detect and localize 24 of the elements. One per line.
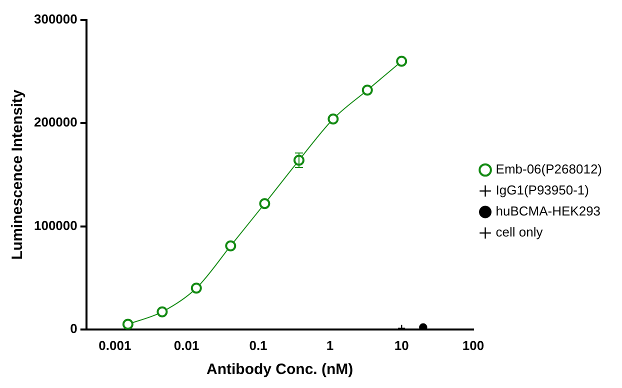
y-tick-label: 100000: [34, 218, 78, 233]
point: [122, 318, 134, 330]
point: [259, 198, 270, 210]
y-tick-label: 200000: [34, 114, 78, 130]
point: [225, 240, 236, 252]
x-tick-label: 0.001: [98, 338, 132, 353]
point: [362, 84, 373, 96]
point: [190, 282, 202, 294]
x-tick-label: 1: [326, 338, 334, 353]
point: [156, 306, 168, 318]
legend-label: huBCMA-HEK293: [496, 204, 601, 219]
y-tick-label: 300000: [34, 12, 78, 27]
x-tick-label: 10: [394, 338, 409, 353]
legend-label: cell only: [496, 224, 544, 240]
x-tick-label: 100: [462, 338, 484, 353]
x-tick-label: 0.01: [174, 338, 200, 353]
point: [328, 114, 339, 125]
x-axis-title: Antibody Conc. (nM): [206, 361, 354, 378]
y-tick-label: 0: [70, 320, 78, 336]
point: [396, 56, 408, 67]
legend-label: IgG1(P93950-1): [496, 182, 590, 198]
y-axis-title: Luminescence Intensity: [9, 89, 26, 260]
legend-label: Emb-06(P268012): [496, 162, 602, 177]
x-tick-label: 0.1: [249, 338, 268, 353]
